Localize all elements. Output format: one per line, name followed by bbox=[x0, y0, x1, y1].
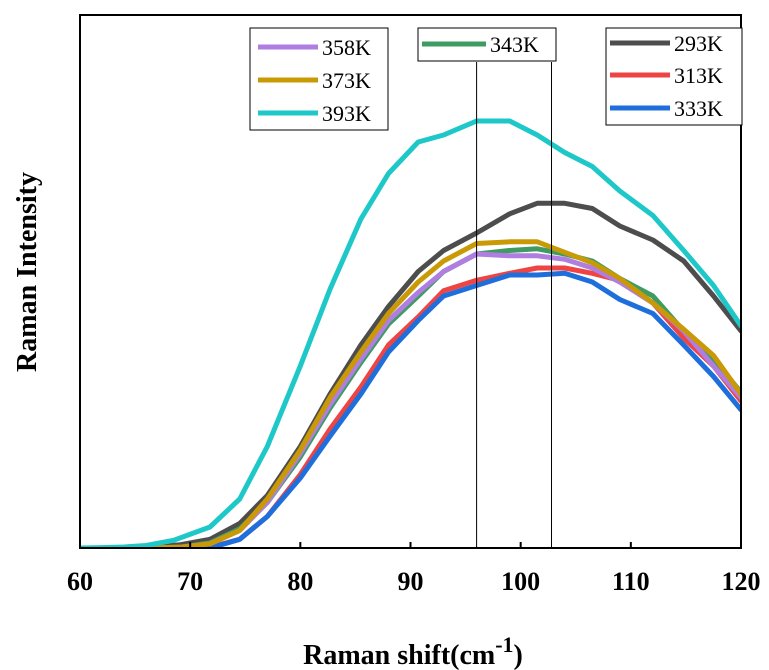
x-axis-title-main: Raman shift(cm bbox=[303, 640, 495, 670]
series-line-358K bbox=[80, 251, 741, 548]
legend-label-358K: 358K bbox=[322, 35, 371, 60]
legend-label-373K: 373K bbox=[322, 68, 371, 93]
x-axis-title-close: ) bbox=[514, 640, 523, 670]
legend-box-1: 358K 373K 393K bbox=[249, 27, 389, 131]
legend-box-2: 343K bbox=[417, 27, 557, 62]
x-tick-label: 100 bbox=[501, 567, 540, 596]
legend-label-293K: 293K bbox=[674, 31, 723, 56]
x-axis-title: Raman shift(cm-1) bbox=[303, 632, 523, 670]
legend-label-343K: 343K bbox=[490, 32, 539, 57]
y-axis-title: Raman Intensity bbox=[12, 172, 43, 372]
x-tick-label: 90 bbox=[398, 567, 424, 596]
marker-lines bbox=[476, 62, 553, 548]
series-lines bbox=[80, 118, 741, 548]
series-line-393K bbox=[80, 118, 741, 548]
legend-label-393K: 393K bbox=[322, 101, 371, 126]
x-tick-label: 70 bbox=[177, 567, 203, 596]
legend-box-3: 293K 313K 333K bbox=[605, 27, 743, 126]
x-axis-title-sup: -1 bbox=[495, 632, 513, 657]
legends: 358K 373K 393K 343K 293K 313K 333K bbox=[249, 27, 743, 131]
x-ticks: 60 70 80 90 100 110 120 bbox=[67, 542, 761, 596]
series-line-373K bbox=[80, 239, 741, 548]
legend-label-313K: 313K bbox=[674, 63, 723, 88]
x-tick-label: 110 bbox=[612, 567, 650, 596]
series-line-293K bbox=[80, 200, 741, 548]
x-tick-label: 60 bbox=[67, 567, 93, 596]
legend-label-333K: 333K bbox=[674, 96, 723, 121]
x-tick-label: 80 bbox=[287, 567, 313, 596]
x-tick-label: 120 bbox=[722, 567, 761, 596]
series-line-333K bbox=[80, 270, 741, 548]
